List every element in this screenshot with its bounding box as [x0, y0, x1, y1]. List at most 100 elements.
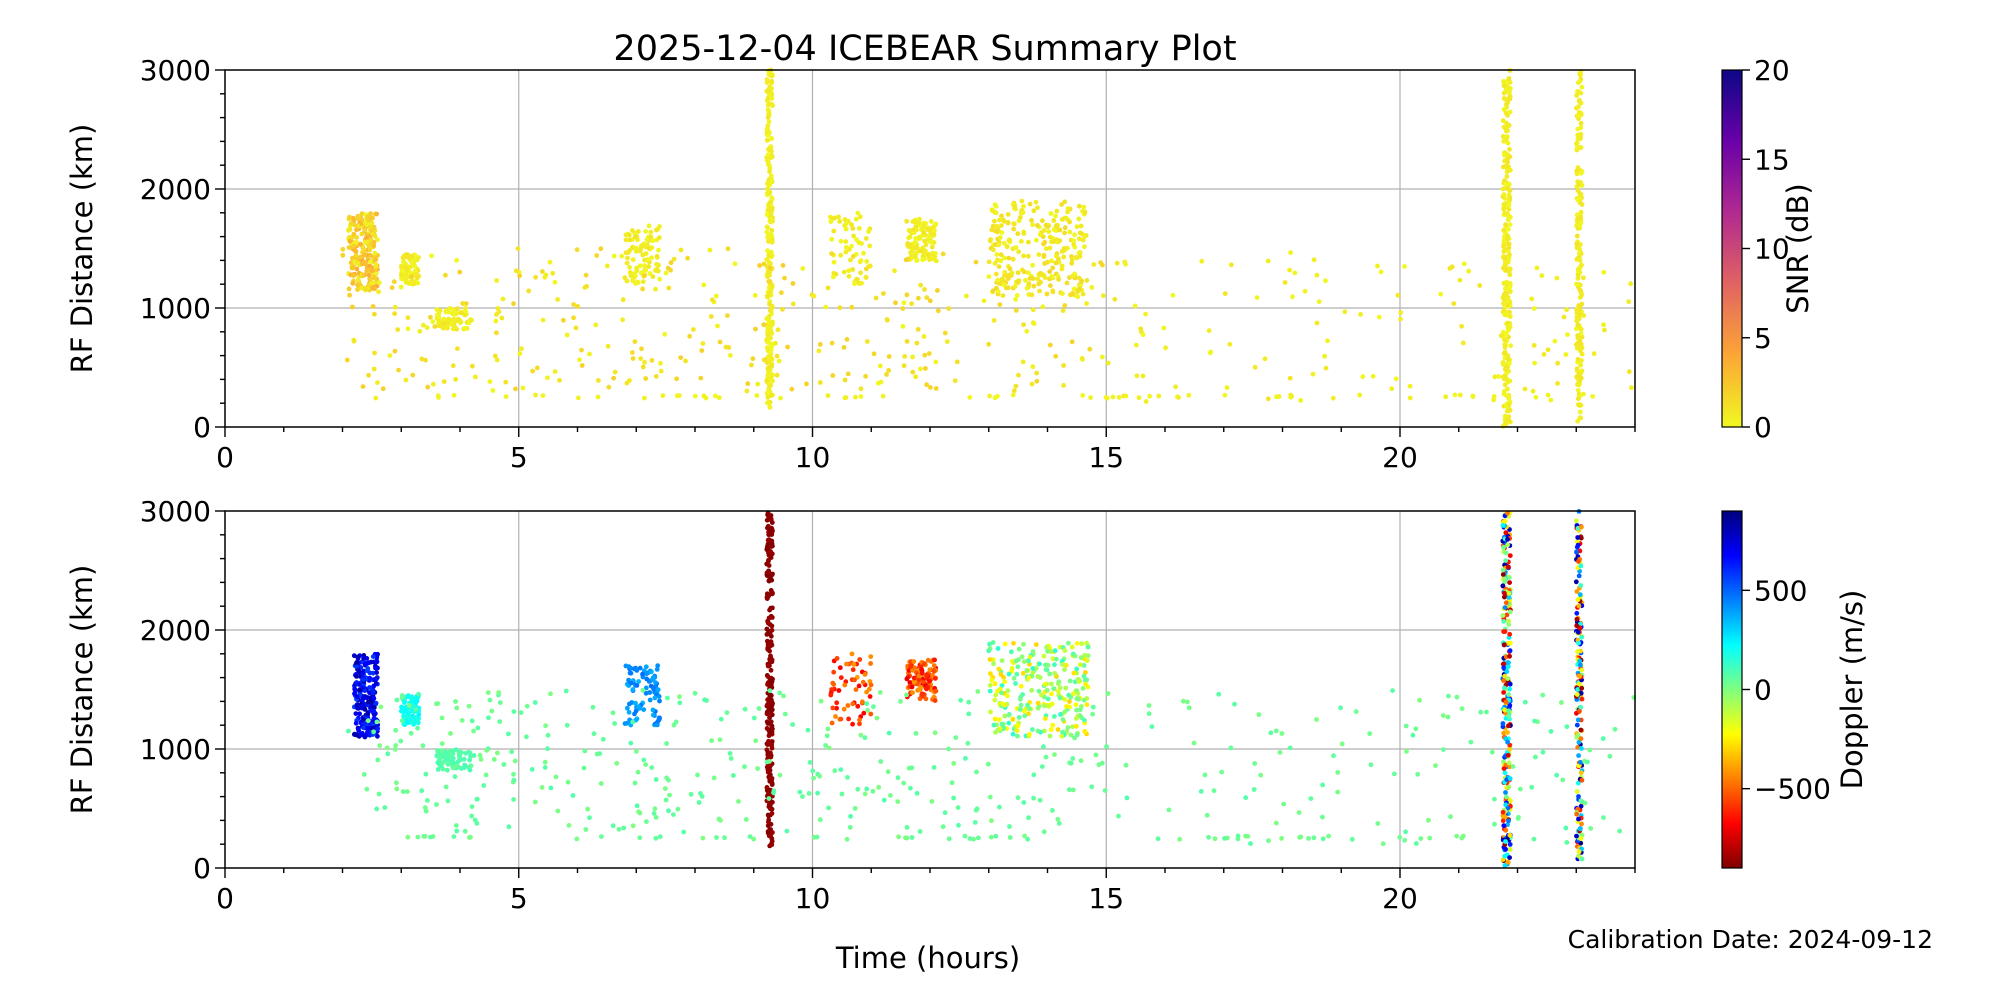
snr-point: [1529, 296, 1535, 302]
snr-point: [908, 250, 913, 255]
doppler-point: [1503, 600, 1509, 606]
snr-point: [831, 259, 837, 265]
doppler-point: [910, 690, 915, 695]
doppler-point: [998, 672, 1004, 677]
snr-point: [630, 274, 636, 279]
snr-point: [353, 253, 359, 258]
snr-point: [753, 326, 758, 332]
snr-point: [907, 234, 913, 240]
doppler-point: [656, 717, 662, 722]
snr-point: [1360, 374, 1366, 380]
doppler-point: [518, 710, 524, 715]
snr-point: [359, 285, 364, 291]
doppler-point: [1507, 703, 1513, 708]
snr-point: [764, 80, 770, 85]
doppler-point: [1037, 797, 1043, 803]
doppler-point: [1084, 640, 1090, 646]
snr-point: [654, 266, 660, 272]
snr-point: [1578, 331, 1584, 336]
doppler-point: [916, 677, 922, 683]
doppler-point: [896, 834, 901, 840]
snr-point: [347, 214, 352, 220]
doppler-point: [919, 691, 925, 697]
doppler-point: [643, 690, 649, 696]
snr-point: [1449, 264, 1455, 270]
snr-point: [530, 368, 536, 374]
doppler-point: [439, 715, 445, 721]
doppler-point: [1510, 764, 1516, 769]
snr-point: [1069, 339, 1075, 345]
snr-point: [1491, 394, 1497, 399]
snr-point: [640, 364, 646, 370]
snr-point: [492, 353, 498, 359]
doppler-point: [384, 745, 390, 751]
doppler-point: [1507, 631, 1513, 637]
doppler-point: [1015, 723, 1021, 729]
doppler-point: [354, 694, 360, 699]
doppler-point: [419, 788, 425, 794]
snr-point: [650, 274, 656, 279]
doppler-point: [1502, 629, 1508, 634]
doppler-point: [1503, 846, 1508, 852]
snr-point: [764, 293, 770, 299]
snr-point: [716, 395, 722, 401]
doppler-point: [1507, 746, 1512, 752]
doppler-point: [1090, 711, 1095, 717]
snr-point: [552, 369, 558, 374]
doppler-point: [1081, 673, 1087, 679]
doppler-point: [1027, 732, 1032, 737]
doppler-point: [1045, 696, 1051, 702]
snr-point: [648, 234, 654, 240]
doppler-point: [1084, 677, 1090, 683]
snr-point: [864, 259, 870, 264]
doppler-point: [765, 769, 771, 775]
snr-point: [1038, 272, 1043, 278]
doppler-point: [1612, 726, 1618, 732]
snr-point: [816, 348, 822, 354]
doppler-x-axis: 0 5 10 15 20: [216, 868, 1636, 915]
snr-point: [412, 268, 418, 274]
doppler-point: [422, 833, 428, 839]
snr-point: [853, 216, 859, 222]
doppler-point: [811, 775, 816, 781]
doppler-point: [565, 779, 571, 785]
snr-point: [770, 103, 775, 108]
doppler-point: [817, 817, 823, 823]
doppler-point: [1068, 694, 1074, 700]
snr-point: [986, 259, 992, 265]
snr-point: [927, 256, 932, 261]
doppler-point: [841, 706, 847, 712]
snr-point: [571, 315, 576, 321]
doppler-point: [930, 672, 935, 678]
snr-point: [362, 228, 368, 233]
doppler-point: [1578, 836, 1584, 841]
doppler-point: [1574, 789, 1580, 794]
snr-point: [1577, 251, 1582, 257]
snr-point: [1578, 375, 1584, 381]
snr-point: [973, 259, 979, 265]
snr-point: [1112, 296, 1118, 302]
doppler-point: [393, 727, 399, 733]
snr-point: [367, 247, 373, 253]
snr-y-tick-label-2: 2000: [140, 173, 211, 206]
snr-point: [409, 274, 414, 279]
snr-point: [674, 376, 679, 382]
snr-point: [372, 311, 377, 317]
snr-point: [372, 250, 378, 256]
snr-point: [764, 157, 770, 163]
doppler-point: [845, 775, 850, 780]
snr-point: [1505, 233, 1511, 239]
snr-point: [1282, 280, 1288, 285]
snr-point: [350, 304, 355, 310]
snr-point: [1530, 388, 1536, 394]
snr-point: [790, 301, 796, 307]
snr-point: [765, 400, 770, 406]
doppler-point: [1503, 699, 1509, 705]
snr-point: [1579, 301, 1585, 307]
snr-point: [1047, 245, 1053, 251]
doppler-point: [1011, 675, 1017, 681]
doppler-point: [451, 834, 457, 839]
snr-point: [630, 257, 636, 263]
calibration-note: Calibration Date: 2024-09-12: [1568, 925, 1933, 954]
snr-point: [642, 359, 647, 365]
